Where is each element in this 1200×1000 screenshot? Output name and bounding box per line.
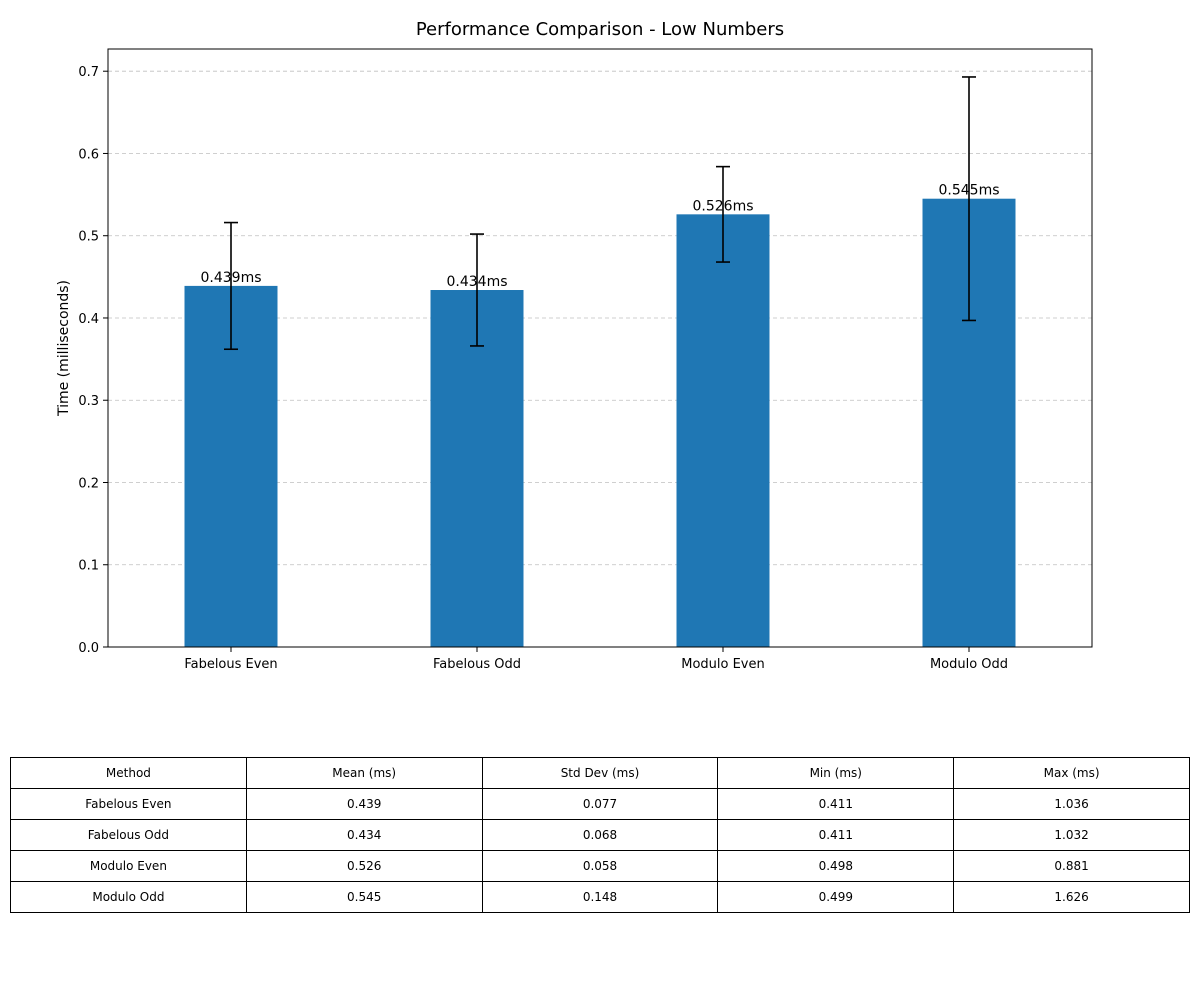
column-header: Mean (ms)	[245, 757, 483, 789]
y-tick-label: 0.3	[78, 394, 99, 409]
table-cell: 0.526	[245, 850, 483, 882]
column-header: Min (ms)	[717, 757, 955, 789]
y-axis-label: Time (milliseconds)	[56, 280, 72, 417]
table-cell: 0.058	[481, 850, 719, 882]
column-header: Max (ms)	[953, 757, 1190, 789]
data-label: 0.434ms	[446, 274, 507, 290]
table-cell: 1.626	[953, 881, 1190, 913]
table-cell: Modulo Odd	[10, 881, 247, 913]
x-tick-label: Modulo Even	[681, 657, 765, 672]
error-bars	[224, 76, 976, 351]
y-axis: 0.0 0.1 0.2 0.3 0.4 0.5 0.6 0.7	[78, 65, 108, 656]
y-tick-label: 0.2	[78, 476, 99, 491]
table-cell: 1.036	[953, 788, 1190, 820]
x-tick-label: Modulo Odd	[930, 657, 1008, 672]
bar	[676, 214, 770, 648]
table-cell: 0.148	[481, 881, 719, 913]
y-tick-label: 0.6	[78, 147, 99, 162]
bar-chart: Performance Comparison - Low Numbers 0.4…	[56, 19, 1093, 672]
column-header: Method	[10, 757, 247, 789]
table-row: Fabelous Odd 0.434 0.068 0.411 1.032	[10, 819, 1190, 851]
y-tick-label: 0.4	[78, 312, 99, 327]
y-tick-label: 0.1	[78, 559, 99, 574]
bars	[184, 198, 1016, 648]
x-tick-label: Fabelous Even	[184, 657, 277, 672]
chart-title: Performance Comparison - Low Numbers	[416, 19, 784, 40]
table-cell: Fabelous Even	[10, 788, 247, 820]
table-row: Fabelous Even 0.439 0.077 0.411 1.036	[10, 788, 1190, 820]
x-tick-label: Fabelous Odd	[433, 657, 521, 672]
table-cell: Modulo Even	[10, 850, 247, 882]
table-cell: 0.068	[481, 819, 719, 851]
table-cell: 0.411	[717, 819, 955, 851]
plot-frame	[107, 48, 1093, 648]
column-header: Std Dev (ms)	[481, 757, 719, 789]
table-cell: 0.077	[481, 788, 719, 820]
table-cell: 0.439	[245, 788, 483, 820]
data-label: 0.439ms	[200, 270, 261, 286]
table-cell: 0.499	[717, 881, 955, 913]
bar	[430, 290, 524, 647]
table-cell: 0.545	[245, 881, 483, 913]
table-cell: 0.434	[245, 819, 483, 851]
y-tick-label: 0.0	[78, 641, 99, 656]
table-cell: 0.411	[717, 788, 955, 820]
table-row: Modulo Odd 0.545 0.148 0.499 1.626	[10, 881, 1190, 913]
table-cell: Fabelous Odd	[10, 819, 247, 851]
stats-table: Method Mean (ms) Std Dev (ms) Min (ms) M…	[10, 757, 1190, 913]
data-label: 0.545ms	[938, 183, 999, 199]
y-tick-label: 0.7	[78, 65, 99, 80]
value-labels: 0.439ms 0.434ms 0.526ms 0.545ms	[200, 183, 999, 290]
table-cell: 0.881	[953, 850, 1190, 882]
x-axis: Fabelous Even Fabelous Odd Modulo Even Modu…	[184, 647, 1008, 672]
y-tick-label: 0.5	[78, 230, 99, 245]
table-cell: 1.032	[953, 819, 1190, 851]
table-cell: 0.498	[717, 850, 955, 882]
table-header-row: Method Mean (ms) Std Dev (ms) Min (ms) M…	[10, 757, 1190, 789]
data-label: 0.526ms	[692, 198, 753, 214]
table-row: Modulo Even 0.526 0.058 0.498 0.881	[10, 850, 1190, 882]
